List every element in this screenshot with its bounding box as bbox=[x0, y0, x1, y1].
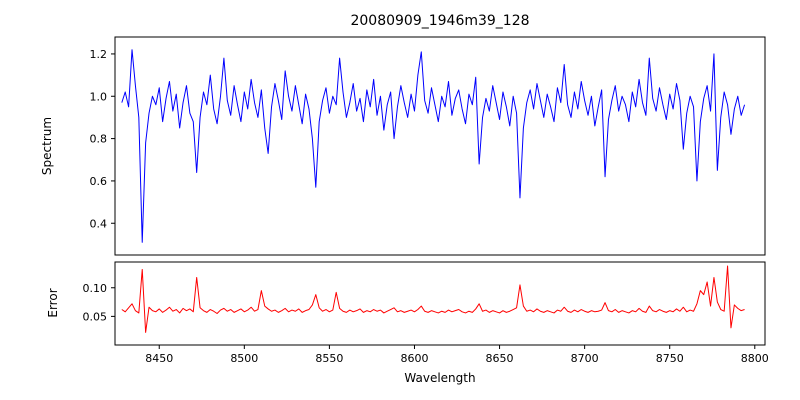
spectrum-y-tick-label: 0.8 bbox=[90, 133, 108, 146]
spectrum-axes-box bbox=[114, 36, 766, 256]
error-y-axis-label: Error bbox=[46, 288, 60, 318]
spectrum-y-tick-label: 1.2 bbox=[90, 48, 108, 61]
spectrum-y-tick-label: 0.4 bbox=[90, 217, 108, 230]
x-tick-label: 8550 bbox=[315, 352, 343, 365]
spectrum-y-axis-label: Spectrum bbox=[40, 116, 54, 176]
error-axes-box bbox=[114, 261, 766, 346]
spectrum-y-tick-label: 1.0 bbox=[90, 90, 108, 103]
x-tick-label: 8800 bbox=[741, 352, 769, 365]
x-tick-label: 8500 bbox=[230, 352, 258, 365]
x-tick-label: 8450 bbox=[145, 352, 173, 365]
error-y-tick-label: 0.10 bbox=[83, 282, 108, 295]
x-tick-label: 8650 bbox=[486, 352, 514, 365]
x-tick-label: 8750 bbox=[656, 352, 684, 365]
x-axis-label: Wavelength bbox=[404, 371, 476, 385]
spectrum-line bbox=[121, 49, 746, 243]
x-tick-label: 8600 bbox=[400, 352, 428, 365]
x-tick-label: 8700 bbox=[571, 352, 599, 365]
error-y-tick-label: 0.05 bbox=[83, 310, 108, 323]
chart-title: 20080909_1946m39_128 bbox=[350, 13, 530, 29]
spectrum-y-tick-label: 0.6 bbox=[90, 175, 108, 188]
error-line bbox=[121, 265, 745, 333]
